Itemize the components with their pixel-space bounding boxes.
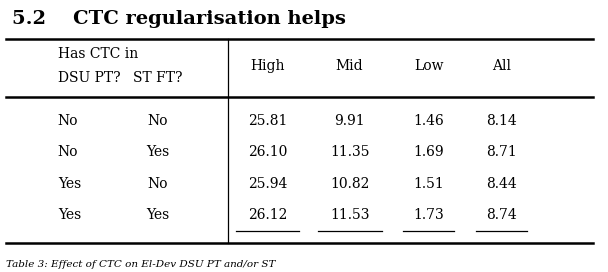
Text: 11.35: 11.35	[330, 145, 369, 159]
Text: 9.91: 9.91	[334, 114, 365, 128]
Text: Table 3: Effect of CTC on El-Dev DSU PT and/or ST: Table 3: Effect of CTC on El-Dev DSU PT …	[6, 260, 275, 269]
Text: Yes: Yes	[58, 177, 81, 191]
Text: Has CTC in: Has CTC in	[58, 47, 138, 61]
Text: 1.51: 1.51	[413, 177, 444, 191]
Text: 26.12: 26.12	[248, 208, 287, 222]
Text: Yes: Yes	[147, 208, 170, 222]
Text: No: No	[148, 114, 168, 128]
Text: Low: Low	[414, 59, 443, 73]
Text: 8.71: 8.71	[486, 145, 517, 159]
Text: 26.10: 26.10	[248, 145, 287, 159]
Text: Mid: Mid	[336, 59, 364, 73]
Text: No: No	[58, 114, 78, 128]
Text: 11.53: 11.53	[330, 208, 369, 222]
Text: Yes: Yes	[147, 145, 170, 159]
Text: 1.73: 1.73	[413, 208, 444, 222]
Text: 8.14: 8.14	[486, 114, 517, 128]
Text: 1.46: 1.46	[413, 114, 444, 128]
Text: 8.74: 8.74	[486, 208, 517, 222]
Text: No: No	[148, 177, 168, 191]
Text: 1.69: 1.69	[413, 145, 444, 159]
Text: ST FT?: ST FT?	[133, 70, 183, 85]
Text: High: High	[250, 59, 285, 73]
Text: 8.44: 8.44	[486, 177, 517, 191]
Text: DSU PT?: DSU PT?	[58, 70, 120, 85]
Text: 25.81: 25.81	[248, 114, 287, 128]
Text: 5.2    CTC regularisation helps: 5.2 CTC regularisation helps	[12, 10, 346, 27]
Text: No: No	[58, 145, 78, 159]
Text: All: All	[492, 59, 511, 73]
Text: Yes: Yes	[58, 208, 81, 222]
Text: 10.82: 10.82	[330, 177, 369, 191]
Text: 25.94: 25.94	[248, 177, 287, 191]
